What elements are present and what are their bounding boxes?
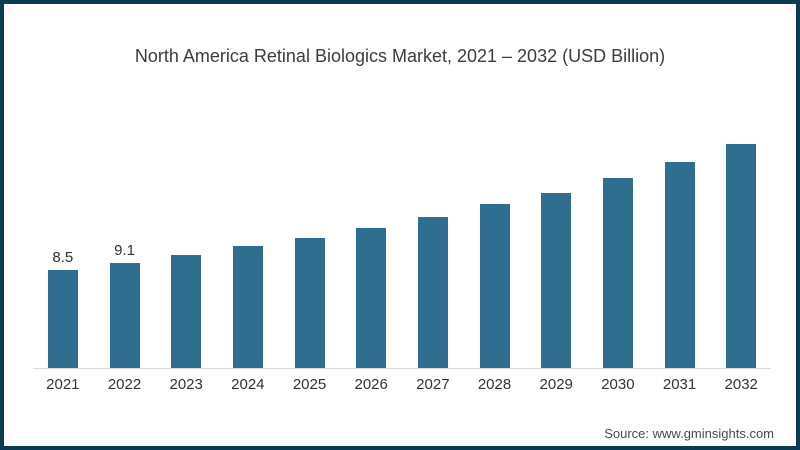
bar-2025: [294, 238, 325, 368]
bar-column-2024: [217, 98, 279, 368]
x-axis-label-2032: 2032: [724, 376, 758, 393]
bar-column-2030: [587, 98, 649, 368]
bar-column-2027: [402, 98, 464, 368]
plot-area: 8.5 9.1: [32, 98, 772, 368]
bar-2023: [171, 255, 202, 368]
x-axis-line: [33, 368, 771, 369]
bar-column-2023: [155, 98, 217, 368]
bar-2030: [602, 178, 633, 368]
bar-column-2031: [649, 98, 711, 368]
x-axis-label-2024: 2024: [231, 376, 265, 393]
bar-2031: [664, 162, 695, 368]
bar-value-label: 9.1: [114, 242, 135, 260]
bar-2026: [356, 227, 387, 368]
bar-2032: [726, 143, 757, 368]
bar-2024: [232, 246, 263, 368]
x-axis-label-2025: 2025: [292, 376, 327, 393]
x-axis-label-2026: 2026: [354, 376, 388, 393]
bar-column-2032: [710, 98, 772, 368]
bar-column-2029: [525, 98, 587, 368]
x-axis-label-2027: 2027: [416, 376, 450, 393]
bar-2022: [109, 263, 140, 368]
x-axis-label-2023: 2023: [169, 376, 203, 393]
x-axis-label-2028: 2028: [477, 376, 512, 393]
bar-2027: [417, 217, 448, 368]
source-attribution: Source: www.gminsights.com: [604, 426, 774, 441]
x-axis-label-2029: 2029: [539, 376, 573, 393]
chart-title: North America Retinal Biologics Market, …: [134, 46, 666, 66]
bar-column-2022: 9.1: [94, 98, 156, 368]
bar-value-label: 8.5: [52, 249, 74, 267]
x-axis-label-2021: 2021: [46, 376, 80, 393]
x-axis-label-2030: 2030: [601, 376, 635, 393]
bar-column-2021: 8.5: [32, 98, 94, 368]
bar-2029: [541, 193, 572, 368]
bar-column-2028: [464, 98, 526, 368]
bar-2021: [47, 270, 78, 368]
x-axis-label-2022: 2022: [107, 376, 142, 393]
x-axis-label-2031: 2031: [662, 376, 697, 393]
bar-2028: [479, 203, 510, 368]
bar-column-2025: [279, 98, 341, 368]
bar-column-2026: [340, 98, 402, 368]
x-axis-labels: 2021 2022 2023 2024 2025 2026 2027 2028 2029 2030…: [32, 376, 772, 393]
